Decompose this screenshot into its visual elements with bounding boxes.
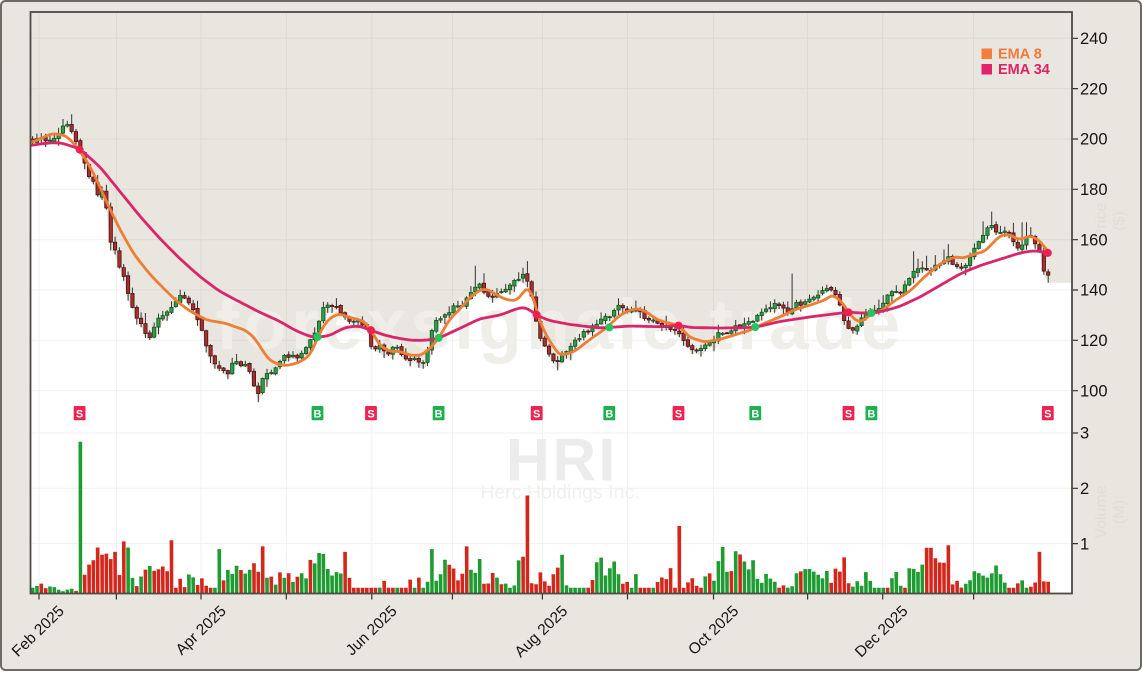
svg-text:B: B bbox=[867, 409, 875, 421]
svg-text:1: 1 bbox=[1080, 535, 1089, 553]
svg-text:S: S bbox=[845, 409, 852, 421]
svg-text:2: 2 bbox=[1080, 480, 1089, 498]
svg-text:100: 100 bbox=[1080, 382, 1108, 400]
svg-text:120: 120 bbox=[1080, 332, 1108, 350]
svg-text:Herc Holdings Inc.: Herc Holdings Inc. bbox=[480, 482, 639, 504]
svg-text:220: 220 bbox=[1080, 80, 1108, 98]
svg-text:B: B bbox=[314, 409, 322, 421]
svg-text:240: 240 bbox=[1080, 30, 1108, 48]
svg-text:160: 160 bbox=[1080, 231, 1108, 249]
svg-text:200: 200 bbox=[1080, 131, 1108, 149]
svg-text:140: 140 bbox=[1080, 282, 1108, 300]
svg-text:S: S bbox=[367, 409, 374, 421]
svg-text:Price($): Price($) bbox=[1093, 203, 1128, 240]
svg-text:S: S bbox=[76, 409, 83, 421]
svg-text:B: B bbox=[435, 409, 443, 421]
svg-text:Volume(M): Volume(M) bbox=[1093, 485, 1128, 538]
svg-text:HRI: HRI bbox=[506, 425, 618, 493]
svg-text:B: B bbox=[751, 409, 759, 421]
svg-text:EMA 8: EMA 8 bbox=[998, 47, 1042, 63]
svg-text:EMA 34: EMA 34 bbox=[998, 62, 1050, 78]
svg-text:S: S bbox=[675, 409, 682, 421]
svg-text:180: 180 bbox=[1080, 181, 1108, 199]
svg-text:B: B bbox=[605, 409, 613, 421]
svg-text:S: S bbox=[533, 409, 540, 421]
svg-text:3: 3 bbox=[1080, 425, 1089, 443]
svg-text:S: S bbox=[1044, 409, 1051, 421]
